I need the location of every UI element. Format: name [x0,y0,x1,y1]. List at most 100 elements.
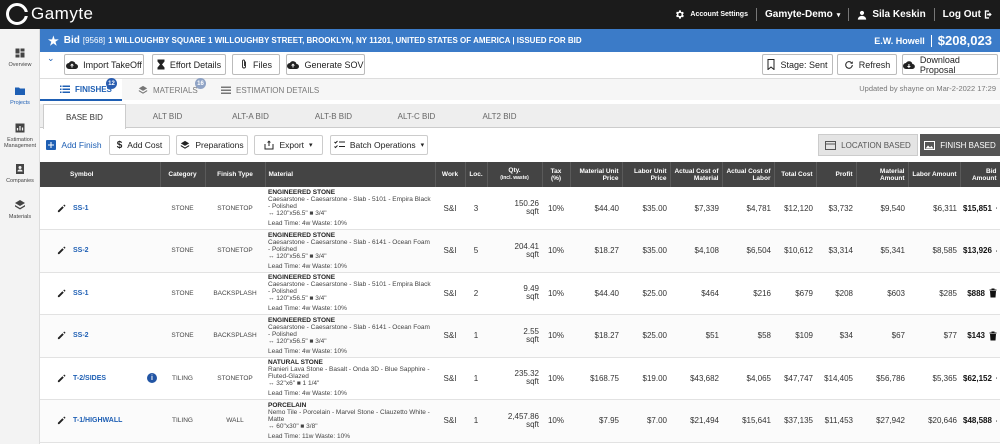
favorite-star-icon[interactable]: ★ [48,33,59,48]
sidebar-item-overview[interactable]: Overview [0,47,40,68]
org-selector[interactable]: Gamyte-Demo ▾ [765,9,840,20]
table-row[interactable]: SS-1 STONE BACKSPLASH ENGINEERED STONE Caesa… [40,272,1000,315]
col-material-amount[interactable]: Material Amount [856,162,909,187]
user-menu[interactable]: Sila Keskin [857,9,926,20]
material-dimensions: ↔ 120"x56.5" ■ 3/4" [268,210,327,217]
edit-pencil-icon[interactable] [57,246,66,255]
preparations-button[interactable]: Preparations [176,135,248,155]
files-button[interactable]: Files [232,54,280,75]
col-actual-labor[interactable]: Actual Cost of Labor [722,162,775,187]
col-labor-amount[interactable]: Labor Amount [908,162,961,187]
trash-icon[interactable] [995,373,997,383]
table-row[interactable]: SS-2 STONE BACKSPLASH ENGINEERED STONE Caesa… [40,314,1000,358]
sidebar-item-projects[interactable]: Projects [0,85,40,106]
col-category[interactable]: Category [160,162,206,187]
col-loc[interactable]: Loc. [465,162,488,187]
cell-total-cost: $47,747 [774,357,816,400]
edit-pencil-icon[interactable] [57,203,66,213]
cell-bid-amount: $143 [960,314,1000,358]
edit-pencil-icon[interactable] [57,374,66,383]
col-profit[interactable]: Profit [816,162,857,187]
col-finish-type[interactable]: Finish Type [205,162,266,187]
trash-icon[interactable] [995,246,997,256]
material-lead-time: Lead Time: 11w Waste: 10% [268,432,351,440]
stage-button[interactable]: Stage: Sent [762,54,833,75]
import-takeoff-button[interactable]: Import TakeOff [64,54,144,75]
cell-total-cost: $37,135 [774,399,816,443]
bid-amount-value: $15,851 [963,203,992,213]
finish-symbol-link[interactable]: SS-2 [73,247,89,255]
finish-based-toggle[interactable]: FINISH BASED [920,134,1000,156]
col-work[interactable]: Work [435,162,466,187]
trash-icon[interactable] [989,331,997,341]
account-settings-link[interactable]: Account Settings [674,9,748,20]
material-dimensions: ↔ 60"x30" ■ 3/8" [268,422,318,430]
col-qty[interactable]: Qty. (incl. waste) [487,162,543,187]
tab-finishes[interactable]: FINISHES 12 [40,78,122,101]
app-logo[interactable]: Gamyte [6,3,94,25]
col-labor-unit-price[interactable]: Labor Unit Price [622,162,671,187]
cell-finish-type: STONETOP [205,357,265,400]
tab-alt-bid[interactable]: ALT BID [152,111,183,121]
col-bid-amount[interactable]: Bid Amount [960,162,1000,187]
sidebar-item-companies[interactable]: Companies [0,163,40,184]
edit-pencil-icon[interactable] [57,331,66,340]
col-material-unit-price[interactable]: Material Unit Price [570,162,623,187]
finish-symbol-link[interactable]: SS-1 [73,289,89,297]
material-description: Caesarstone - Caesarstone - Slab - 6141 … [268,238,430,253]
tab-alt-a-bid[interactable]: ALT-A BID [232,111,269,121]
download-proposal-button[interactable]: Download Proposal [902,54,998,75]
batch-operations-button[interactable]: Batch Operations ▾ [330,135,428,155]
edit-pencil-icon[interactable] [57,289,66,298]
col-symbol[interactable]: Symbol [40,162,161,187]
table-row[interactable]: T-1/HIGHWALL TILING WALL PORCELAIN Nemo Tile… [40,399,1000,443]
refresh-button[interactable]: Refresh [837,54,897,75]
sidebar-item-estimation[interactable]: Estimation Management [0,122,40,149]
finish-symbol-link[interactable]: T-1/HIGHWALL [73,417,123,425]
table-row[interactable]: SS-1 STONE STONETOP ENGINEERED STONE Caesars… [40,187,1000,230]
export-button[interactable]: Export ▾ [254,135,323,155]
edit-pencil-icon[interactable] [57,416,66,425]
col-total-cost[interactable]: Total Cost [774,162,817,187]
trash-icon[interactable] [989,288,997,298]
col-material[interactable]: Material [265,162,436,187]
bid-total-amount: $208,023 [937,33,992,48]
cell-actual-material: $464 [670,272,722,315]
logout-button[interactable]: Log Out [943,9,994,20]
finish-symbol-link[interactable]: SS-1 [73,204,89,212]
sidebar-item-materials[interactable]: Materials [0,199,40,220]
tab-alt-b-bid[interactable]: ALT-B BID [314,111,353,121]
finish-symbol-link[interactable]: T-2/SIDES [73,374,107,382]
cell-category: STONE [160,187,205,230]
info-icon[interactable]: i [147,373,157,384]
effort-details-button[interactable]: Effort Details [152,54,226,75]
cell-labor-amount: $20,646 [908,399,960,443]
cell-bid-amount: $13,926 [960,229,1000,273]
trash-icon[interactable] [995,203,997,213]
refresh-label: Refresh [858,59,891,70]
trash-icon[interactable] [995,416,997,426]
table-row[interactable]: T-2/SIDES i TILING STONETOP NATURAL STONE Ran… [40,357,1000,400]
tab-estimation-details-label: ESTIMATION DETAILS [236,85,320,95]
image-icon [924,140,936,150]
add-finish-button[interactable]: Add Finish [46,135,102,155]
collapse-chevron-icon[interactable]: ⌄ [47,53,55,63]
finishes-table: Symbol Category Finish Type Material Wor… [40,162,1000,444]
col-actual-material[interactable]: Actual Cost of Material [670,162,723,187]
col-tax[interactable]: Tax (%) [542,162,571,187]
tab-alt-c-bid[interactable]: ALT-C BID [397,111,436,121]
add-cost-button[interactable]: $ Add Cost [109,135,170,155]
finish-symbol-link[interactable]: SS-2 [73,332,89,340]
tab-alt2-bid[interactable]: ALT2 BID [482,111,517,121]
tab-estimation-details[interactable]: ESTIMATION DETAILS [221,79,321,101]
material-lead-time: Lead Time: 4w Waste: 10% [268,305,347,313]
generate-sov-button[interactable]: Generate SOV [286,54,365,75]
tab-base-bid[interactable]: BASE BID [43,104,126,129]
cell-material: ENGINEERED STONE Caesarstone - Caesarston… [265,229,435,273]
cell-labor-amount: $285 [908,272,960,315]
material-lead-time: Lead Time: 4w Waste: 10% [268,390,347,398]
location-based-toggle[interactable]: LOCATION BASED [818,134,918,156]
tab-materials[interactable]: MATERIALS 16 [138,78,218,101]
table-row[interactable]: SS-2 STONE STONETOP ENGINEERED STONE Caesars… [40,229,1000,273]
cell-category: STONE [160,229,205,273]
